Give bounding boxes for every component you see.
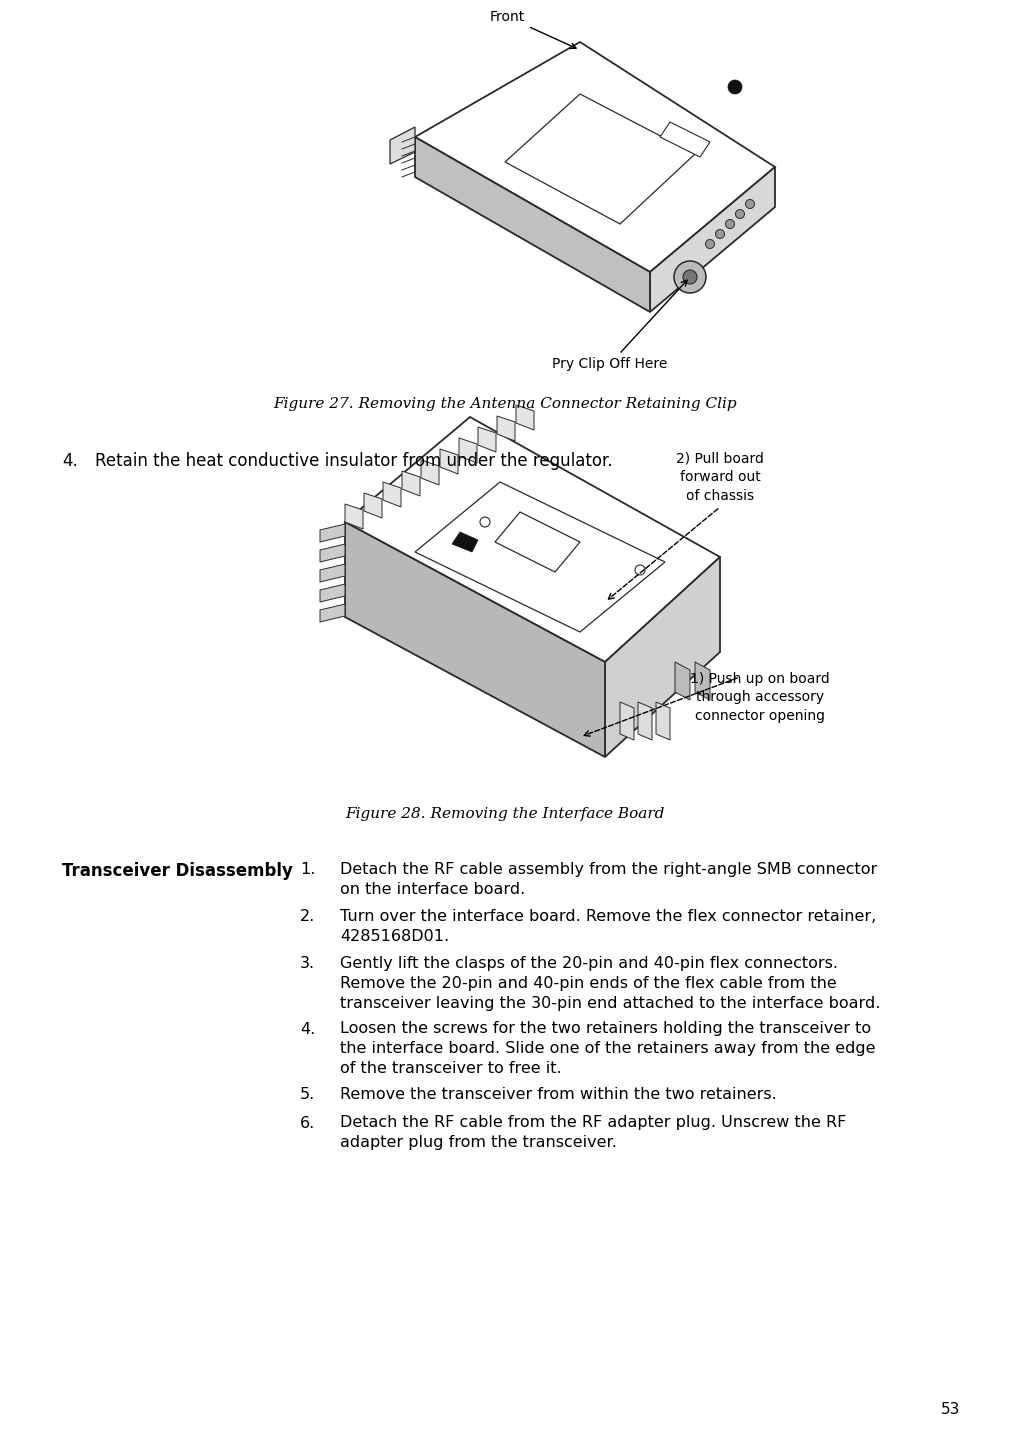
Text: 3.: 3. — [300, 955, 315, 971]
Polygon shape — [345, 523, 605, 756]
Circle shape — [480, 517, 490, 527]
Text: 53: 53 — [940, 1403, 960, 1417]
Polygon shape — [415, 136, 650, 312]
Circle shape — [735, 209, 744, 218]
Text: Front: Front — [490, 10, 576, 48]
Text: 1.: 1. — [300, 862, 315, 877]
Text: Detach the RF cable assembly from the right-angle SMB connector
on the interface: Detach the RF cable assembly from the ri… — [340, 862, 878, 897]
Polygon shape — [364, 494, 382, 518]
Circle shape — [728, 80, 742, 94]
Polygon shape — [345, 417, 720, 662]
Text: 6.: 6. — [300, 1115, 315, 1131]
Polygon shape — [402, 470, 420, 497]
Polygon shape — [390, 126, 415, 164]
Polygon shape — [478, 427, 496, 452]
Circle shape — [674, 261, 706, 293]
Text: Pry Clip Off Here: Pry Clip Off Here — [552, 280, 687, 372]
Text: Figure 27. Removing the Antenna Connector Retaining Clip: Figure 27. Removing the Antenna Connecto… — [273, 396, 737, 411]
Polygon shape — [440, 449, 458, 473]
Polygon shape — [650, 167, 775, 312]
Polygon shape — [421, 460, 439, 485]
Text: Gently lift the clasps of the 20-pin and 40-pin flex connectors.
Remove the 20-p: Gently lift the clasps of the 20-pin and… — [340, 955, 881, 1011]
Text: Turn over the interface board. Remove the flex connector retainer,
4285168D01.: Turn over the interface board. Remove th… — [340, 909, 877, 944]
Polygon shape — [459, 439, 477, 463]
Text: 1) Push up on board
through accessory
connector opening: 1) Push up on board through accessory co… — [691, 672, 830, 723]
Text: Retain the heat conductive insulator from under the regulator.: Retain the heat conductive insulator fro… — [95, 452, 613, 470]
Text: 2) Pull board
forward out
of chassis: 2) Pull board forward out of chassis — [676, 452, 764, 502]
Polygon shape — [320, 563, 345, 582]
Circle shape — [706, 240, 715, 248]
Polygon shape — [656, 701, 670, 741]
Polygon shape — [320, 544, 345, 562]
Polygon shape — [660, 122, 710, 157]
Text: Figure 28. Removing the Interface Board: Figure 28. Removing the Interface Board — [346, 807, 664, 820]
Polygon shape — [320, 584, 345, 603]
Circle shape — [726, 219, 735, 228]
Polygon shape — [415, 482, 665, 632]
Polygon shape — [516, 405, 534, 430]
Polygon shape — [506, 94, 695, 224]
Polygon shape — [495, 513, 580, 572]
Text: Transceiver Disassembly: Transceiver Disassembly — [62, 862, 293, 880]
Text: Remove the transceiver from within the two retainers.: Remove the transceiver from within the t… — [340, 1088, 776, 1102]
Polygon shape — [415, 42, 775, 272]
Text: 5.: 5. — [300, 1088, 315, 1102]
Circle shape — [745, 199, 754, 209]
Circle shape — [635, 565, 645, 575]
Polygon shape — [497, 417, 515, 441]
Text: 4.: 4. — [62, 452, 78, 470]
Polygon shape — [675, 662, 690, 700]
Circle shape — [716, 229, 725, 238]
Polygon shape — [320, 524, 345, 542]
Polygon shape — [620, 701, 634, 741]
Polygon shape — [638, 701, 652, 741]
Text: 4.: 4. — [300, 1022, 315, 1037]
Text: Loosen the screws for the two retainers holding the transceiver to
the interface: Loosen the screws for the two retainers … — [340, 1022, 876, 1076]
Text: Detach the RF cable from the RF adapter plug. Unscrew the RF
adapter plug from t: Detach the RF cable from the RF adapter … — [340, 1115, 846, 1150]
Circle shape — [683, 270, 697, 285]
Polygon shape — [605, 558, 720, 756]
Polygon shape — [383, 482, 401, 507]
Polygon shape — [345, 504, 363, 529]
Polygon shape — [320, 604, 345, 621]
Polygon shape — [452, 531, 478, 552]
Polygon shape — [695, 662, 710, 700]
Text: 2.: 2. — [300, 909, 315, 923]
